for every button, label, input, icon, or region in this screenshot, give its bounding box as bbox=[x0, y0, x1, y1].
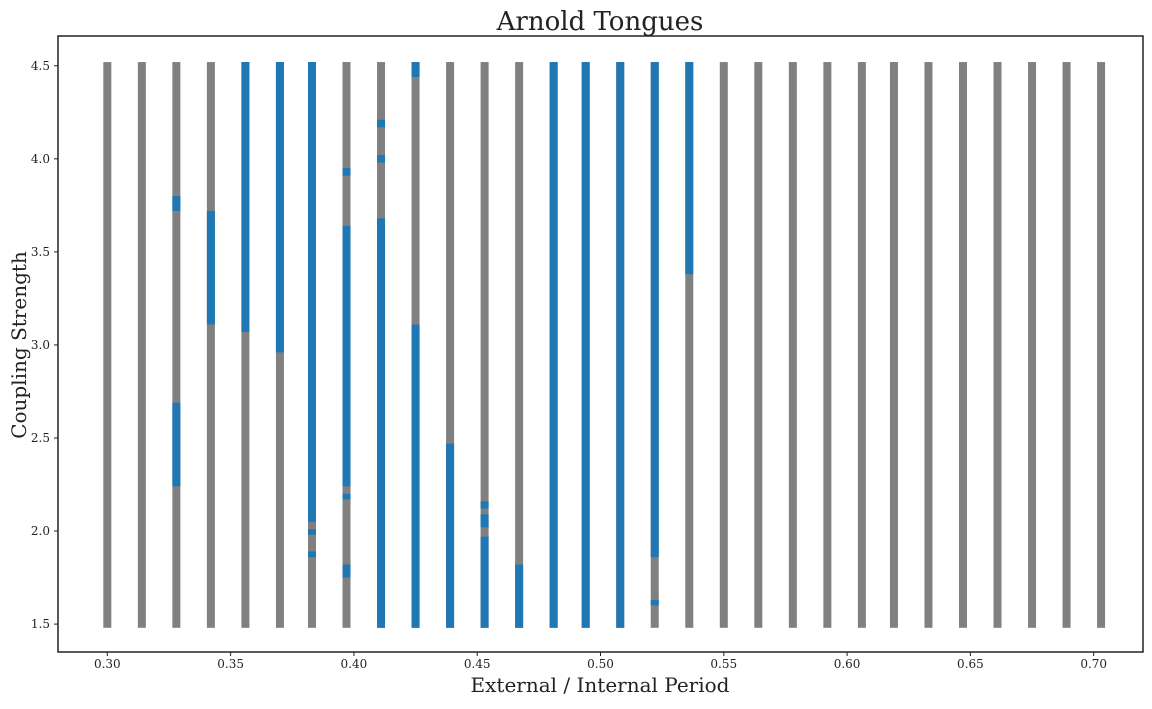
bar-9-locked-segment-1 bbox=[411, 62, 420, 77]
bars-layer bbox=[103, 62, 1106, 628]
x-tick-label-6: 0.60 bbox=[834, 657, 861, 671]
bar-3-locked-segment-0 bbox=[206, 210, 215, 325]
bar-8-locked-segment-2 bbox=[377, 119, 386, 128]
bar-21-unlocked bbox=[823, 62, 832, 628]
x-tick-label-5: 0.55 bbox=[710, 657, 737, 671]
bar-25-unlocked bbox=[958, 62, 967, 628]
bar-4-unlocked bbox=[241, 62, 250, 628]
bar-3-unlocked bbox=[206, 62, 215, 628]
bar-8-locked-segment-0 bbox=[377, 218, 386, 628]
bar-2-locked-segment-1 bbox=[172, 196, 181, 211]
bar-14-locked-segment-0 bbox=[581, 62, 590, 628]
bar-6-locked-segment-0 bbox=[307, 551, 316, 558]
bar-7-locked-segment-3 bbox=[342, 168, 351, 176]
x-tick-label-4: 0.50 bbox=[587, 657, 614, 671]
plot-frame bbox=[57, 35, 1144, 653]
bar-11-locked-segment-1 bbox=[480, 514, 489, 528]
x-axis-label: External / Internal Period bbox=[471, 673, 730, 697]
y-ticks-layer: 1.5 2.0 2.5 3.0 3.5 4.0 4.5 bbox=[31, 59, 58, 631]
y-tick-label-2: 2.5 bbox=[31, 431, 50, 445]
x-tick-label-0: 0.30 bbox=[94, 657, 121, 671]
bar-29-unlocked bbox=[1097, 62, 1106, 628]
bar-22-unlocked bbox=[857, 62, 866, 628]
bar-11-locked-segment-2 bbox=[480, 501, 489, 509]
bar-6-locked-segment-1 bbox=[307, 529, 316, 535]
bar-16-locked-segment-1 bbox=[650, 62, 659, 558]
x-tick-label-7: 0.65 bbox=[957, 657, 984, 671]
bar-6-locked-segment-2 bbox=[307, 62, 316, 522]
x-tick-label-3: 0.45 bbox=[464, 657, 491, 671]
bar-13-locked-segment-0 bbox=[549, 62, 558, 628]
bar-7-locked-segment-0 bbox=[342, 564, 351, 578]
y-axis-label: Coupling Strength bbox=[7, 251, 31, 439]
bar-17-unlocked bbox=[685, 62, 694, 628]
bar-28-unlocked bbox=[1062, 62, 1071, 628]
bar-1-unlocked bbox=[137, 62, 146, 628]
y-tick-label-5: 4.0 bbox=[31, 152, 50, 166]
bar-12-unlocked bbox=[515, 62, 524, 628]
bar-7-locked-segment-1 bbox=[342, 493, 351, 500]
bar-17-locked-segment-0 bbox=[685, 62, 694, 275]
bar-2-locked-segment-0 bbox=[172, 402, 181, 487]
x-tick-label-8: 0.70 bbox=[1080, 657, 1107, 671]
bar-9-locked-segment-0 bbox=[411, 324, 420, 628]
y-tick-label-6: 4.5 bbox=[31, 59, 50, 73]
x-tick-label-1: 0.35 bbox=[217, 657, 244, 671]
bar-16-locked-segment-0 bbox=[650, 599, 659, 606]
bar-15-locked-segment-0 bbox=[616, 62, 625, 628]
bar-26-unlocked bbox=[993, 62, 1002, 628]
y-tick-label-3: 3.0 bbox=[31, 338, 50, 352]
bar-19-unlocked bbox=[754, 62, 763, 628]
bar-18-unlocked bbox=[719, 62, 728, 628]
bar-27-unlocked bbox=[1028, 62, 1037, 628]
y-tick-label-1: 2.0 bbox=[31, 524, 50, 538]
bar-10-locked-segment-0 bbox=[446, 443, 455, 628]
bar-7-locked-segment-2 bbox=[342, 225, 351, 487]
bar-0-unlocked bbox=[103, 62, 112, 628]
bar-24-unlocked bbox=[924, 62, 933, 628]
x-ticks-layer: 0.30 0.35 0.40 0.45 0.50 0.55 0.60 0.65 0.70 bbox=[94, 652, 1107, 671]
bar-8-locked-segment-1 bbox=[377, 155, 386, 163]
y-tick-label-4: 3.5 bbox=[31, 245, 50, 259]
y-tick-label-0: 1.5 bbox=[31, 617, 50, 631]
bar-11-unlocked bbox=[480, 62, 489, 628]
bar-5-locked-segment-0 bbox=[275, 62, 284, 353]
bar-12-locked-segment-0 bbox=[515, 564, 524, 628]
bar-23-unlocked bbox=[889, 62, 898, 628]
bar-4-locked-segment-0 bbox=[241, 62, 250, 332]
bar-10-unlocked bbox=[446, 62, 455, 628]
bar-2-unlocked bbox=[172, 62, 181, 628]
bar-11-locked-segment-0 bbox=[480, 536, 489, 628]
x-tick-label-2: 0.40 bbox=[341, 657, 368, 671]
chart-title: Arnold Tongues bbox=[496, 7, 704, 37]
bar-20-unlocked bbox=[788, 62, 797, 628]
